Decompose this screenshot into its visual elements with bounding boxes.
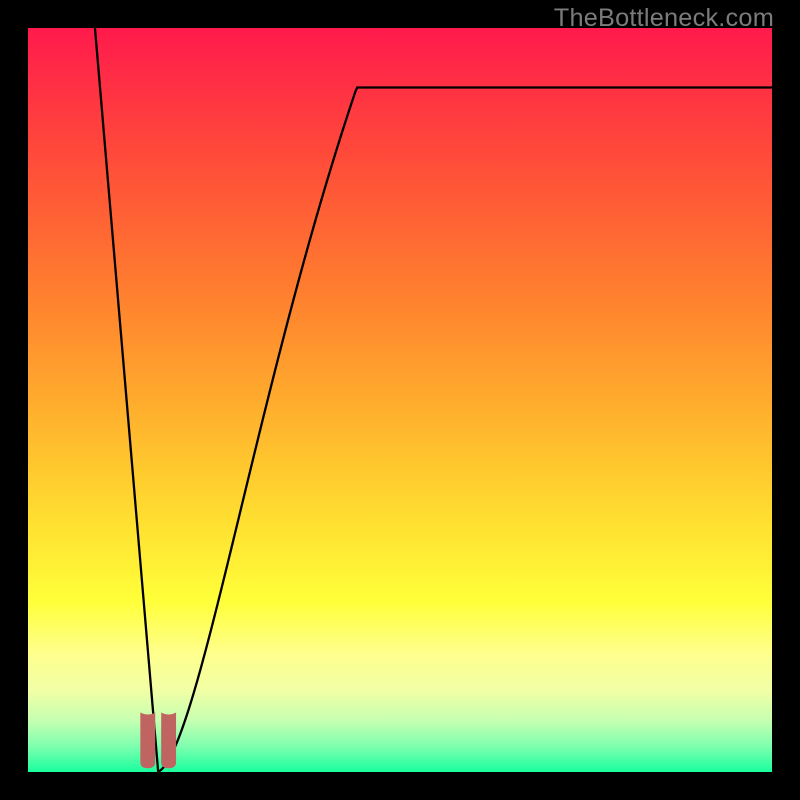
optimum-lobe-left xyxy=(140,712,155,768)
chart-frame: TheBottleneck.com xyxy=(0,0,800,800)
optimum-lobe-right xyxy=(161,712,176,768)
watermark-label: TheBottleneck.com xyxy=(554,4,774,33)
bottleneck-curve-chart xyxy=(28,28,772,772)
plot-background xyxy=(28,28,772,772)
